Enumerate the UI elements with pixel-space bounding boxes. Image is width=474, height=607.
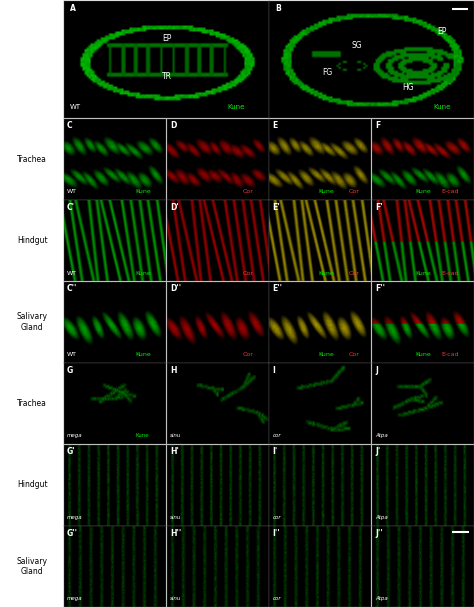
Text: Kune: Kune [433,104,450,110]
Text: C'': C'' [67,284,77,293]
Text: Cor: Cor [349,189,360,194]
Text: WT: WT [70,104,81,110]
Text: I'': I'' [273,529,280,538]
Text: G: G [67,365,73,375]
Text: F'': F'' [375,284,385,293]
Text: Trachea: Trachea [17,399,47,408]
Text: D'': D'' [170,284,181,293]
Text: WT: WT [67,352,77,357]
Text: H': H' [170,447,179,456]
Text: Kune: Kune [228,104,245,110]
Text: G': G' [67,447,76,456]
Text: WT: WT [67,189,77,194]
Text: Kune: Kune [319,271,334,276]
Text: F': F' [375,203,383,212]
Text: Salivary
Gland: Salivary Gland [17,312,48,331]
Text: SG: SG [351,41,362,50]
Text: Kune: Kune [319,189,334,194]
Text: FG: FG [323,68,333,77]
Text: G'': G'' [67,529,78,538]
Text: D: D [170,121,176,131]
Text: Kune: Kune [135,271,151,276]
Text: HG: HG [402,83,414,92]
Text: EP: EP [437,27,447,36]
Text: Kune: Kune [415,189,431,194]
Text: mega: mega [67,515,82,520]
Text: F: F [375,121,381,131]
Text: sinu: sinu [170,433,181,438]
Text: J': J' [375,447,381,456]
Text: Hindgut: Hindgut [17,236,47,245]
Text: E-cad: E-cad [441,271,459,276]
Text: Cor: Cor [243,189,254,194]
Text: D': D' [170,203,179,212]
Text: Kune: Kune [135,352,151,357]
Text: Atpa: Atpa [375,515,388,520]
Text: J'': J'' [375,529,383,538]
Text: cor: cor [273,515,281,520]
Text: E-cad: E-cad [441,352,459,357]
Text: EP: EP [162,34,172,43]
Text: sinu: sinu [170,596,181,602]
Text: J: J [375,365,378,375]
Text: Kune: Kune [415,352,431,357]
Text: A: A [70,4,76,13]
Text: Atpa: Atpa [375,596,388,602]
Text: mega: mega [67,596,82,602]
Text: TR: TR [162,72,172,81]
Text: Kune: Kune [135,433,149,438]
Text: Kune: Kune [319,352,334,357]
Text: B: B [275,4,282,13]
Text: E: E [273,121,278,131]
Text: I': I' [273,447,278,456]
Text: Salivary
Gland: Salivary Gland [17,557,48,576]
Text: cor: cor [273,433,281,438]
Text: Kune: Kune [135,189,151,194]
Text: Atpa: Atpa [375,433,388,438]
Text: sinu: sinu [170,515,181,520]
Text: Trachea: Trachea [17,155,47,163]
Text: Cor: Cor [243,352,254,357]
Text: Cor: Cor [243,271,254,276]
Text: cor: cor [273,596,281,602]
Text: WT: WT [67,271,77,276]
Text: C: C [67,121,73,131]
Text: Cor: Cor [349,352,360,357]
Text: Hindgut: Hindgut [17,480,47,489]
Text: C': C' [67,203,75,212]
Text: E'': E'' [273,284,283,293]
Text: Kune: Kune [415,271,431,276]
Text: E': E' [273,203,280,212]
Text: H'': H'' [170,529,181,538]
Text: mega: mega [67,433,82,438]
Text: E-cad: E-cad [441,189,459,194]
Text: I: I [273,365,275,375]
Text: Cor: Cor [349,271,360,276]
Text: H: H [170,365,176,375]
